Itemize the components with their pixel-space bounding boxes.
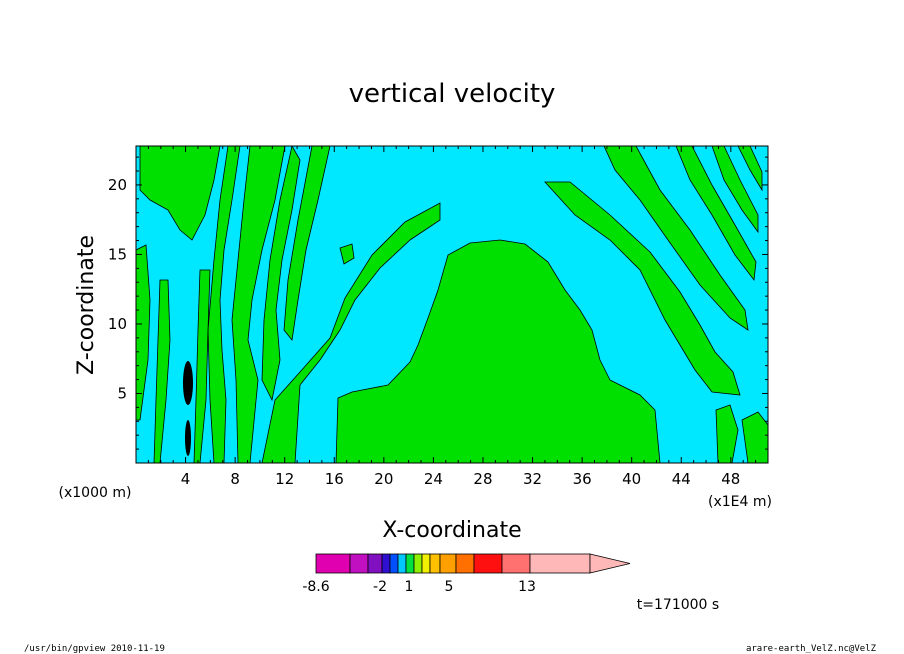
footer-right: arare-earth_VelZ.nc@VelZ bbox=[746, 644, 877, 654]
strong-core bbox=[183, 361, 193, 405]
right-stripe-3 bbox=[737, 146, 763, 192]
x-tick-label: 40 bbox=[622, 470, 641, 488]
x-tick-label: 4 bbox=[181, 470, 191, 488]
x-tick-label: 44 bbox=[672, 470, 691, 488]
x-tick-label: 20 bbox=[374, 470, 393, 488]
x-tick-label: 36 bbox=[573, 470, 592, 488]
y-tick-label: 10 bbox=[108, 315, 127, 333]
colorbar-swatch bbox=[349, 553, 369, 574]
x-unit-right: (x1E4 m) bbox=[708, 494, 772, 510]
colorbar-swatch bbox=[439, 553, 457, 574]
x-tick-label: 28 bbox=[473, 470, 492, 488]
left-stripe-4 bbox=[283, 146, 331, 341]
colorbar-swatch bbox=[413, 553, 423, 574]
chart-title: vertical velocity bbox=[349, 79, 556, 109]
colorbar-swatch bbox=[501, 553, 531, 574]
left-stripe-3 bbox=[261, 146, 301, 402]
colorbar-swatch bbox=[315, 553, 351, 574]
left-stripe-1 bbox=[231, 146, 286, 463]
x-tick-label: 32 bbox=[523, 470, 542, 488]
strong-core-lower bbox=[185, 420, 191, 456]
y-tick-label: 20 bbox=[108, 176, 127, 194]
x-tick-label: 16 bbox=[325, 470, 344, 488]
time-label: t=171000 s bbox=[637, 597, 719, 613]
colorbar-label: 1 bbox=[405, 579, 414, 595]
right-top-band bbox=[603, 146, 749, 331]
colorbar-swatch bbox=[429, 553, 441, 574]
x-axis: 4 8 12 16 20 24 28 32 36 40 44 48 bbox=[147, 146, 757, 488]
colorbar-swatch bbox=[529, 553, 591, 574]
left-band bbox=[261, 202, 441, 463]
left-stripe-2 bbox=[207, 146, 241, 463]
right-band bbox=[544, 181, 741, 396]
y-tick-label: 15 bbox=[108, 245, 127, 263]
contour-field bbox=[136, 146, 768, 463]
y-axis: 5 10 15 20 bbox=[108, 156, 768, 450]
left-stripe-5 bbox=[153, 279, 171, 463]
x-tick-label: 12 bbox=[275, 470, 294, 488]
left-top-block bbox=[139, 146, 221, 241]
x-tick-label: 24 bbox=[424, 470, 443, 488]
right-bottom-blob bbox=[715, 404, 739, 463]
colorbar: -8.6 -2 1 5 13 bbox=[302, 553, 631, 595]
left-stripe-6 bbox=[193, 269, 211, 463]
plot-frame bbox=[135, 145, 769, 464]
colorbar-swatch bbox=[397, 553, 407, 574]
x-tick-label: 48 bbox=[721, 470, 740, 488]
right-stripe-1 bbox=[675, 146, 757, 282]
central-updraft bbox=[335, 239, 661, 463]
colorbar-swatch bbox=[455, 553, 475, 574]
y-tick-label: 5 bbox=[117, 384, 127, 402]
colorbar-label: -2 bbox=[373, 579, 387, 595]
x-axis-label: X-coordinate bbox=[382, 518, 521, 543]
colorbar-swatch bbox=[421, 553, 431, 574]
colorbar-swatch bbox=[389, 553, 399, 574]
colorbar-swatch bbox=[473, 553, 503, 574]
colorbar-label: -8.6 bbox=[302, 579, 329, 595]
colorbar-extend-arrow bbox=[589, 553, 631, 574]
right-bottom-blob-2 bbox=[741, 411, 768, 463]
right-stripe-2 bbox=[711, 146, 759, 234]
left-dot bbox=[339, 243, 355, 265]
footer-left: /usr/bin/gpview 2010-11-19 bbox=[24, 644, 165, 654]
colorbar-swatch bbox=[405, 553, 415, 574]
y-axis-label: Z-coordinate bbox=[74, 235, 99, 375]
colorbar-label: 13 bbox=[518, 579, 536, 595]
colorbar-label: 5 bbox=[445, 579, 454, 595]
x-tick-label: 8 bbox=[230, 470, 240, 488]
colorbar-swatch bbox=[367, 553, 383, 574]
left-edge-stripe bbox=[136, 244, 151, 421]
x-unit-left: (x1000 m) bbox=[59, 485, 132, 501]
colorbar-swatch bbox=[381, 553, 391, 574]
